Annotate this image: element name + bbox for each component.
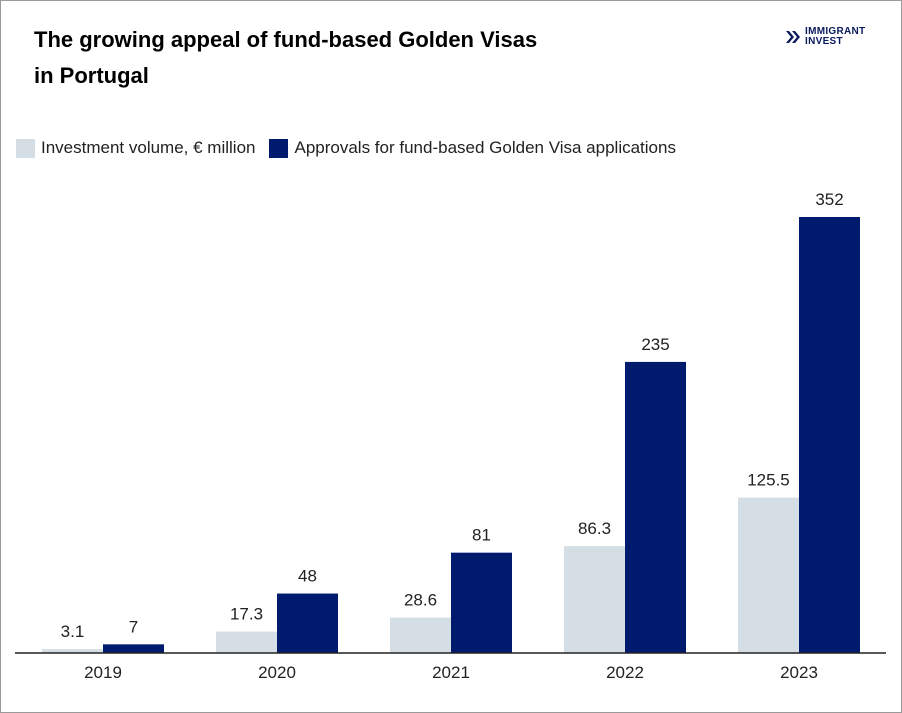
data-label-investment: 28.6 — [404, 591, 437, 610]
bar-investment — [738, 497, 799, 653]
bar-approvals — [451, 552, 512, 653]
data-label-investment: 125.5 — [747, 471, 790, 490]
logo-line-2: INVEST — [805, 36, 843, 47]
bar-investment — [42, 649, 103, 653]
legend-swatch-investment — [16, 138, 35, 158]
data-label-approvals: 7 — [129, 617, 138, 636]
bar-approvals — [625, 361, 686, 653]
data-label-approvals: 81 — [472, 526, 491, 545]
chevron-logo-icon — [786, 31, 800, 43]
legend-swatch-approvals — [269, 138, 289, 158]
bar-approvals — [277, 593, 338, 653]
title-line-2: in Portugal — [34, 63, 149, 88]
x-tick-label: 2019 — [84, 663, 122, 682]
x-tick-label: 2021 — [432, 663, 470, 682]
legend: Investment volume, € million Approvals f… — [16, 138, 690, 158]
x-tick-label: 2020 — [258, 663, 296, 682]
legend-item-investment: Investment volume, € million — [16, 138, 255, 158]
data-label-approvals: 48 — [298, 567, 317, 586]
x-tick-label: 2023 — [780, 663, 818, 682]
legend-label-investment: Investment volume, € million — [41, 138, 256, 157]
immigrant-invest-logo: IMMIGRANT INVEST — [786, 27, 865, 47]
x-tick-label: 2022 — [606, 663, 644, 682]
logo-line-1: IMMIGRANT — [805, 26, 866, 37]
data-label-investment: 86.3 — [578, 519, 611, 538]
bar-investment — [564, 546, 625, 653]
chart-title: The growing appeal of fund-based Golden … — [34, 22, 634, 94]
data-label-investment: 17.3 — [230, 605, 263, 624]
legend-label-approvals: Approvals for fund-based Golden Visa app… — [294, 138, 676, 157]
bar-investment — [216, 631, 277, 653]
legend-item-approvals: Approvals for fund-based Golden Visa app… — [269, 138, 676, 158]
bar-approvals — [103, 644, 164, 653]
bar-investment — [390, 617, 451, 653]
title-line-1: The growing appeal of fund-based Golden … — [34, 27, 538, 52]
bar-approvals — [799, 217, 860, 653]
data-label-investment: 3.1 — [61, 622, 85, 641]
data-label-approvals: 352 — [815, 190, 843, 209]
data-label-approvals: 235 — [641, 335, 669, 354]
